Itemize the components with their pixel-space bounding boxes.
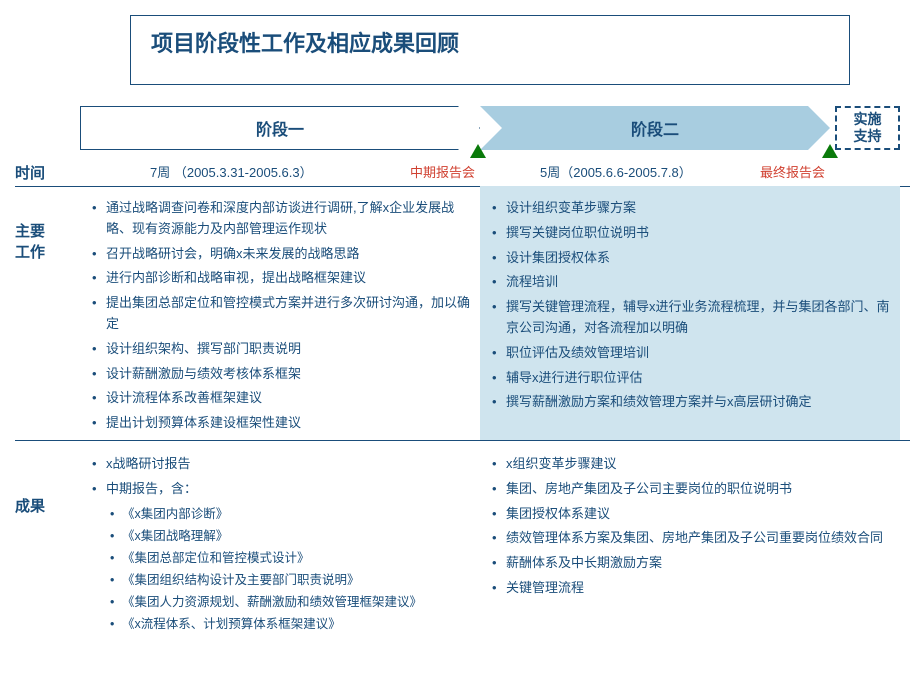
list-item: 《x流程体系、计划预算体系框架建议》 bbox=[104, 614, 470, 634]
divider-2 bbox=[15, 440, 910, 441]
list-item: 《x集团内部诊断》 bbox=[104, 504, 470, 524]
list-item: 《集团人力资源规划、薪酬激励和绩效管理框架建议》 bbox=[104, 592, 470, 612]
result-area: x战略研讨报告中期报告，含： 《x集团内部诊断》《x集团战略理解》《集团总部定位… bbox=[80, 448, 910, 683]
list-item: 提出集团总部定位和管控模式方案并进行多次研讨沟通，加以确定 bbox=[90, 293, 470, 335]
milestone-marker-1 bbox=[470, 144, 486, 158]
list-item: 撰写关键管理流程，辅导x进行业务流程梳理，并与集团各部门、南京公司沟通，对各流程… bbox=[490, 297, 890, 339]
list-item: x组织变革步骤建议 bbox=[490, 454, 890, 475]
list-item: 绩效管理体系方案及集团、房地产集团及子公司重要岗位绩效合同 bbox=[490, 528, 890, 549]
work-phase2-col: 设计组织变革步骤方案撰写关键岗位职位说明书设计集团授权体系流程培训撰写关键管理流… bbox=[480, 192, 900, 437]
time-phase2: 5周（2005.6.6-2005.7.8） bbox=[540, 162, 692, 181]
time-row: 7周 （2005.3.31-2005.6.3） 中期报告会 5周（2005.6.… bbox=[80, 162, 910, 184]
list-item: 撰写关键岗位职位说明书 bbox=[490, 223, 890, 244]
list-item: 通过战略调查问卷和深度内部访谈进行调研,了解x企业发展战略、现有资源能力及内部管… bbox=[90, 198, 470, 240]
work-phase1-list: 通过战略调查问卷和深度内部访谈进行调研,了解x企业发展战略、现有资源能力及内部管… bbox=[90, 198, 470, 434]
list-item: 设计流程体系改善框架建议 bbox=[90, 388, 470, 409]
list-item: 中期报告，含： bbox=[90, 479, 470, 500]
result-phase1-list: x战略研讨报告中期报告，含： bbox=[90, 454, 470, 500]
phase-1-arrow: 阶段一 bbox=[80, 106, 480, 150]
milestone-label-1: 中期报告会 bbox=[410, 162, 475, 181]
phase-2-arrow: 阶段二 bbox=[480, 106, 830, 150]
result-phase1-col: x战略研讨报告中期报告，含： 《x集团内部诊断》《x集团战略理解》《集团总部定位… bbox=[80, 448, 480, 683]
timeline: 阶段一 阶段二 实施 支持 bbox=[80, 106, 910, 151]
list-item: 集团授权体系建议 bbox=[490, 504, 890, 525]
row-label-time: 时间 bbox=[15, 162, 45, 183]
list-item: 《x集团战略理解》 bbox=[104, 526, 470, 546]
phase-3-box: 实施 支持 bbox=[835, 106, 900, 150]
title-box: 项目阶段性工作及相应成果回顾 bbox=[130, 15, 850, 85]
list-item: 《集团组织结构设计及主要部门职责说明》 bbox=[104, 570, 470, 590]
list-item: 集团、房地产集团及子公司主要岗位的职位说明书 bbox=[490, 479, 890, 500]
list-item: 设计集团授权体系 bbox=[490, 248, 890, 269]
row-label-result: 成果 bbox=[15, 495, 45, 516]
list-item: 撰写薪酬激励方案和绩效管理方案并与x高层研讨确定 bbox=[490, 392, 890, 413]
list-item: 职位评估及绩效管理培训 bbox=[490, 343, 890, 364]
result-phase2-list: x组织变革步骤建议集团、房地产集团及子公司主要岗位的职位说明书集团授权体系建议绩… bbox=[490, 454, 890, 599]
list-item: 设计薪酬激励与绩效考核体系框架 bbox=[90, 364, 470, 385]
list-item: 提出计划预算体系建设框架性建议 bbox=[90, 413, 470, 434]
result-phase1-sublist: 《x集团内部诊断》《x集团战略理解》《集团总部定位和管控模式设计》《集团组织结构… bbox=[90, 504, 470, 634]
list-item: 流程培训 bbox=[490, 272, 890, 293]
list-item: x战略研讨报告 bbox=[90, 454, 470, 475]
phase-3-label: 实施 支持 bbox=[854, 111, 882, 145]
work-phase1-col: 通过战略调查问卷和深度内部访谈进行调研,了解x企业发展战略、现有资源能力及内部管… bbox=[80, 192, 480, 437]
milestone-label-2: 最终报告会 bbox=[760, 162, 825, 181]
list-item: 设计组织变革步骤方案 bbox=[490, 198, 890, 219]
result-phase2-col: x组织变革步骤建议集团、房地产集团及子公司主要岗位的职位说明书集团授权体系建议绩… bbox=[480, 448, 900, 683]
row-label-work: 主要 工作 bbox=[15, 220, 45, 262]
time-phase1: 7周 （2005.3.31-2005.6.3） bbox=[150, 162, 313, 181]
list-item: 《集团总部定位和管控模式设计》 bbox=[104, 548, 470, 568]
list-item: 关键管理流程 bbox=[490, 578, 890, 599]
list-item: 进行内部诊断和战略审视，提出战略框架建议 bbox=[90, 268, 470, 289]
work-phase2-list: 设计组织变革步骤方案撰写关键岗位职位说明书设计集团授权体系流程培训撰写关键管理流… bbox=[490, 198, 890, 413]
list-item: 薪酬体系及中长期激励方案 bbox=[490, 553, 890, 574]
list-item: 设计组织架构、撰写部门职责说明 bbox=[90, 339, 470, 360]
page-title: 项目阶段性工作及相应成果回顾 bbox=[151, 26, 829, 58]
list-item: 召开战略研讨会，明确x未来发展的战略思路 bbox=[90, 244, 470, 265]
milestone-marker-2 bbox=[822, 144, 838, 158]
list-item: 辅导x进行进行职位评估 bbox=[490, 368, 890, 389]
work-area: 通过战略调查问卷和深度内部访谈进行调研,了解x企业发展战略、现有资源能力及内部管… bbox=[80, 192, 910, 437]
